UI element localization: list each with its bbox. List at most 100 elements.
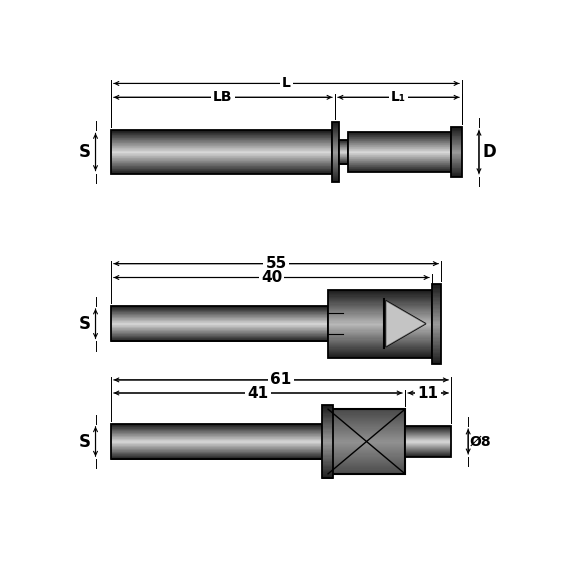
Bar (339, 147, 348, 148)
Bar (405, 432, 451, 433)
Bar (332, 125, 339, 126)
Bar (111, 330, 328, 331)
Bar (322, 408, 333, 410)
Bar (332, 147, 339, 148)
Bar (322, 423, 333, 425)
Bar (111, 332, 328, 333)
Bar (339, 148, 348, 149)
Bar (328, 299, 432, 300)
Bar (451, 157, 462, 158)
Bar (348, 161, 451, 162)
Bar (332, 144, 339, 146)
Bar (339, 152, 348, 153)
Bar (451, 129, 462, 130)
Bar (339, 144, 348, 146)
Bar (332, 161, 339, 162)
Bar (405, 447, 451, 448)
Bar (451, 167, 462, 168)
Bar (348, 171, 451, 172)
Bar (348, 151, 451, 152)
Bar (111, 325, 328, 326)
Bar (111, 334, 328, 335)
Bar (348, 171, 451, 172)
Bar (432, 311, 441, 313)
Bar (432, 314, 441, 316)
Bar (111, 155, 332, 157)
Bar (111, 322, 328, 324)
Bar (332, 158, 339, 160)
Bar (432, 361, 441, 363)
Bar (322, 437, 333, 438)
Bar (348, 132, 451, 133)
Text: 41: 41 (248, 386, 269, 401)
Bar (328, 310, 432, 311)
Bar (328, 333, 432, 334)
Bar (339, 153, 348, 154)
Bar (432, 333, 441, 335)
Bar (328, 414, 405, 415)
Bar (328, 335, 432, 336)
Bar (111, 329, 328, 330)
Bar (328, 320, 432, 322)
Bar (432, 300, 441, 302)
Bar (328, 454, 405, 455)
Bar (111, 322, 328, 323)
Bar (111, 143, 332, 144)
Bar (322, 434, 333, 436)
Bar (328, 296, 432, 298)
Bar (322, 458, 333, 459)
Bar (348, 135, 451, 136)
Bar (328, 461, 405, 462)
Bar (111, 332, 328, 334)
Bar (322, 417, 333, 419)
Bar (432, 320, 441, 321)
Bar (111, 153, 332, 154)
Bar (111, 170, 332, 171)
Bar (111, 328, 328, 329)
Bar (451, 150, 462, 151)
Bar (328, 290, 432, 291)
Bar (451, 165, 462, 166)
Bar (432, 325, 441, 327)
Bar (339, 153, 348, 154)
Bar (348, 169, 451, 170)
Bar (328, 447, 405, 448)
Bar (451, 144, 462, 145)
Bar (348, 161, 451, 162)
Bar (111, 146, 332, 147)
Bar (451, 140, 462, 141)
Bar (328, 440, 405, 442)
Bar (328, 291, 432, 292)
Bar (432, 317, 441, 319)
Bar (111, 445, 328, 446)
Bar (451, 136, 462, 137)
Bar (348, 139, 451, 140)
Bar (332, 146, 339, 147)
Bar (432, 349, 441, 351)
Bar (111, 135, 332, 136)
Bar (322, 428, 333, 430)
Bar (432, 293, 441, 295)
Bar (328, 455, 405, 456)
Bar (328, 467, 405, 469)
Bar (328, 316, 432, 317)
Bar (405, 446, 451, 447)
Bar (432, 289, 441, 291)
Bar (322, 462, 333, 464)
Bar (111, 169, 332, 171)
Bar (348, 139, 451, 140)
Bar (111, 173, 332, 174)
Bar (432, 328, 441, 329)
Bar (451, 173, 462, 175)
Bar (111, 141, 332, 142)
Bar (328, 327, 432, 329)
Bar (432, 357, 441, 359)
Bar (405, 438, 451, 439)
Bar (328, 290, 432, 358)
Bar (432, 298, 441, 300)
Bar (332, 168, 339, 169)
Bar (405, 437, 451, 438)
Bar (432, 291, 441, 292)
Bar (322, 445, 333, 447)
Bar (432, 288, 441, 289)
